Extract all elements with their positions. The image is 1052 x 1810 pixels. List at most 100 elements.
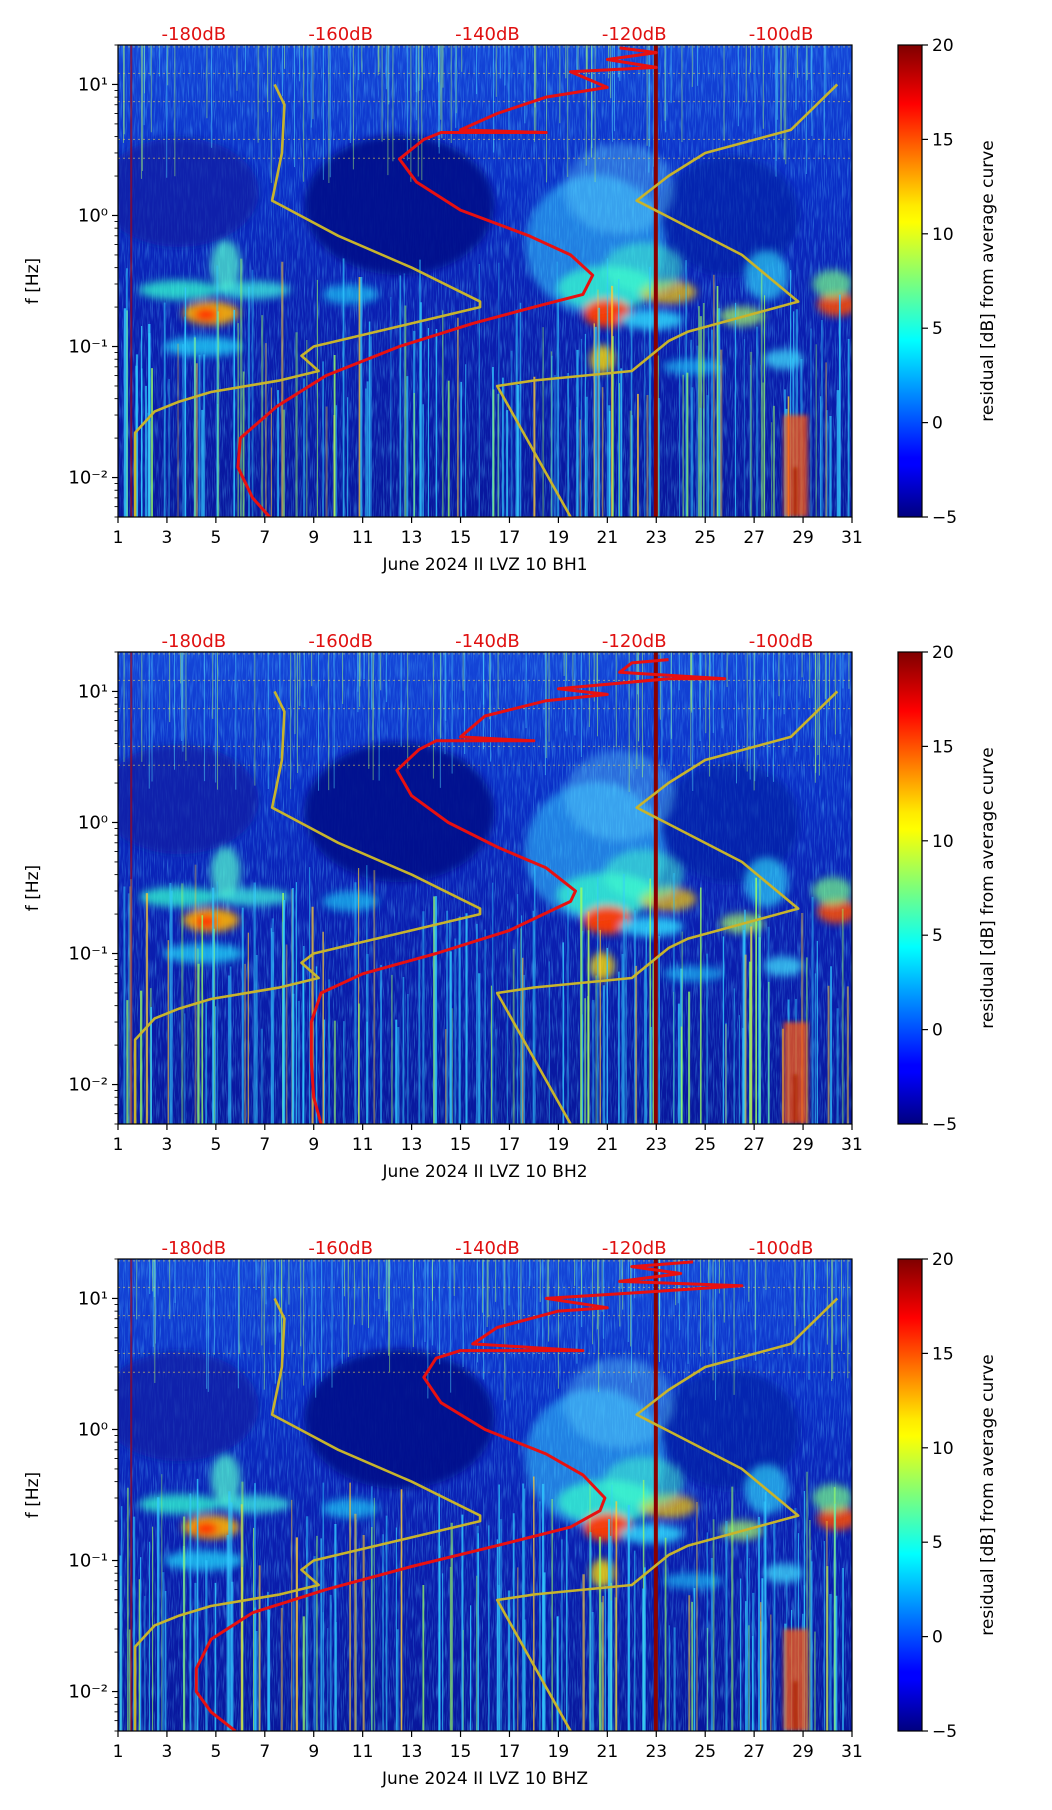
x-tick-label: 9 — [308, 528, 319, 548]
top-db-label: -180dB — [162, 1238, 227, 1259]
axes-frame — [117, 651, 853, 1125]
y-tick-label: 10⁰ — [78, 1419, 108, 1440]
x-tick-label: 9 — [308, 1135, 319, 1155]
x-tick-label: 25 — [694, 1135, 716, 1155]
colorbar-label: residual [dB] from average curve — [978, 747, 998, 1028]
x-tick-label: 21 — [597, 1742, 619, 1762]
high-noise-model-curve — [495, 1297, 839, 1731]
dark-region — [659, 762, 800, 883]
spectrogram-area — [118, 652, 852, 1124]
top-db-label: -100dB — [749, 631, 814, 652]
x-tick-label: 13 — [401, 1742, 423, 1762]
axes-frame — [117, 44, 853, 518]
x-tick-label: 31 — [841, 528, 863, 548]
colorbar-tick-label: 5 — [932, 319, 943, 339]
colorbar-label: residual [dB] from average curve — [978, 140, 998, 421]
energy-blob — [210, 846, 241, 897]
x-tick-label: 7 — [259, 1135, 270, 1155]
median-PSD-curve — [309, 658, 727, 1124]
high-noise-model-curve — [495, 83, 839, 517]
x-tick-label: 15 — [450, 528, 472, 548]
energy-blob — [662, 1572, 723, 1589]
colorbar-tick-label: 15 — [932, 737, 954, 757]
energy-blob — [662, 358, 723, 375]
gap-line — [130, 45, 133, 517]
energy-blob — [604, 242, 685, 293]
y-axis-label: f [Hz] — [23, 258, 43, 304]
transient-streaks — [118, 652, 852, 1124]
top-db-label: -100dB — [749, 1238, 814, 1259]
energy-blob — [583, 1513, 632, 1542]
x-tick-label: 25 — [694, 528, 716, 548]
colorbar-tick-label: 5 — [932, 1533, 943, 1553]
energy-blob — [590, 952, 615, 981]
top-db-label: -120dB — [602, 631, 667, 652]
x-tick-label: 1 — [113, 1742, 124, 1762]
x-tick-label: 29 — [792, 1135, 814, 1155]
colorbar-tick-label: −5 — [932, 1115, 957, 1135]
x-tick-label: 13 — [401, 528, 423, 548]
x-axis-label: June 2024 II LVZ 10 BHZ — [381, 1769, 588, 1789]
spectrogram-area — [118, 1259, 852, 1731]
high-noise-model-curve — [495, 690, 839, 1124]
x-tick-label: 19 — [548, 1742, 570, 1762]
y-tick-label: 10¹ — [78, 74, 108, 95]
energy-blob — [210, 1453, 241, 1504]
top-db-label: -120dB — [602, 24, 667, 45]
energy-blob — [139, 886, 220, 907]
dark-region — [118, 137, 260, 248]
axes-frame — [117, 1258, 853, 1732]
x-tick-label: 21 — [597, 1135, 619, 1155]
colorbar-tick-label: 15 — [932, 1344, 954, 1364]
y-tick-label: 10⁻¹ — [68, 1551, 108, 1572]
y-tick-label: 10⁻¹ — [68, 337, 108, 358]
colorbar-tick-label: −5 — [932, 508, 957, 528]
colorbar-tick-label: 20 — [932, 643, 954, 663]
x-tick-label: 27 — [743, 1742, 765, 1762]
energy-blob — [564, 143, 675, 234]
energy-blob — [194, 307, 219, 322]
top-db-label: -180dB — [162, 631, 227, 652]
dark-region — [659, 155, 800, 276]
x-tick-label: 17 — [499, 1742, 521, 1762]
low-energy-regions — [118, 742, 800, 883]
dark-region — [659, 1369, 800, 1490]
x-tick-label: 3 — [162, 1742, 173, 1762]
x-tick-label: 19 — [548, 528, 570, 548]
y-tick-label: 10⁰ — [78, 812, 108, 833]
x-tick-label: 11 — [352, 1135, 374, 1155]
x-tick-label: 15 — [450, 1135, 472, 1155]
x-tick-label: 3 — [162, 1135, 173, 1155]
y-axis-label: f [Hz] — [23, 1472, 43, 1518]
x-tick-label: 31 — [841, 1135, 863, 1155]
x-tick-label: 25 — [694, 1742, 716, 1762]
colorbar-label: residual [dB] from average curve — [978, 1354, 998, 1635]
top-db-label: -140dB — [455, 631, 520, 652]
colorbar-tick-label: 10 — [932, 225, 954, 245]
median-PSD-curve — [236, 46, 658, 517]
dark-region — [304, 1349, 495, 1490]
y-tick-label: 10¹ — [78, 1288, 108, 1309]
colorbar-tick-label: 20 — [932, 36, 954, 56]
y-tick-label: 10⁻² — [68, 1682, 108, 1703]
energy-blob — [763, 956, 804, 977]
top-db-label: -140dB — [455, 1238, 520, 1259]
energy-blob — [139, 1493, 220, 1514]
dark-region — [118, 1351, 260, 1462]
energy-blob — [619, 1523, 684, 1544]
colorbar-tick-label: 10 — [932, 832, 954, 852]
colorbar: −5 0 5 10 15 20 residual [dB] from average cur… — [897, 643, 998, 1135]
gap-line — [130, 652, 133, 1124]
colorbar: −5 0 5 10 15 20 residual [dB] from average cur… — [897, 1250, 998, 1742]
energy-blob — [564, 750, 675, 841]
transient-streaks — [118, 45, 852, 517]
x-tick-label: 3 — [162, 528, 173, 548]
energy-blob — [139, 279, 220, 300]
x-tick-label: 1 — [113, 1135, 124, 1155]
colorbar-gradient — [897, 651, 923, 1125]
x-tick-label: 7 — [259, 528, 270, 548]
